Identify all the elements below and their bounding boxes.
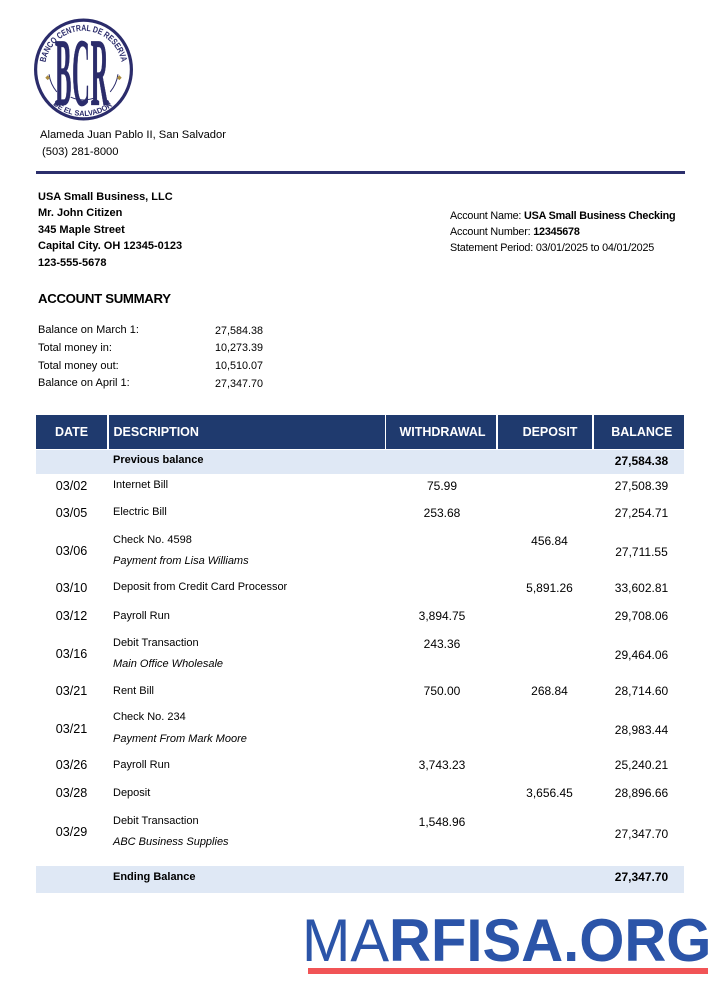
- svg-text:BCR: BCR: [55, 20, 109, 122]
